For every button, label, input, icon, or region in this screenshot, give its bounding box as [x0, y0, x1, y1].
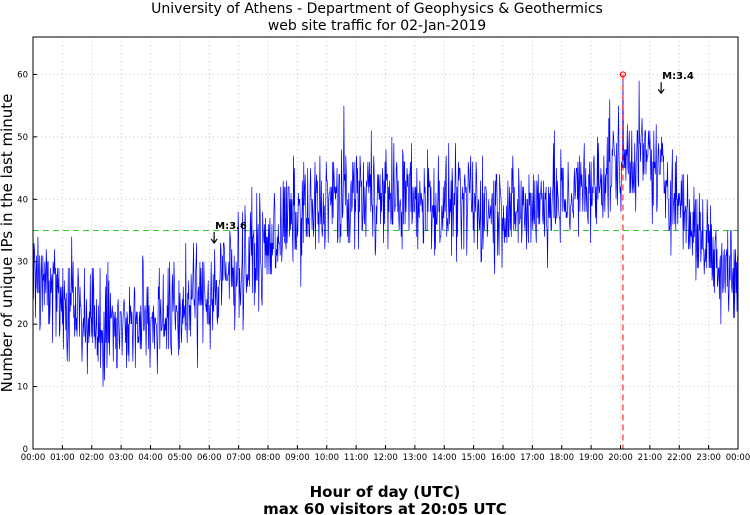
x-tick-label: 13:00: [403, 453, 428, 463]
annotation-label: M:3.4: [662, 71, 694, 82]
x-tick-label: 07:00: [226, 453, 251, 463]
x-tick-label: 04:00: [138, 453, 163, 463]
x-tick-label: 20:00: [608, 453, 633, 463]
x-tick-label: 22:00: [667, 453, 692, 463]
x-tick-label: 15:00: [461, 453, 486, 463]
x-tick-label: 19:00: [579, 453, 604, 463]
traffic-series-line: [32, 74, 739, 387]
x-tick-label: 17:00: [520, 453, 545, 463]
x-tick-label: 10:00: [315, 453, 340, 463]
y-tick-label: 60: [17, 70, 28, 80]
x-axis-label: Hour of day (UTC): [310, 483, 461, 501]
x-tick-label: 06:00: [197, 453, 222, 463]
x-tick-label: 21:00: [638, 453, 663, 463]
x-tick-label: 00:00: [726, 453, 750, 463]
x-tick-label: 16:00: [491, 453, 516, 463]
annotation-arrow-head: [210, 238, 218, 244]
x-tick-label: 01:00: [50, 453, 75, 463]
annotation-arrow-head: [657, 88, 665, 95]
y-tick-label: 20: [17, 320, 28, 330]
y-tick-label: 40: [17, 195, 28, 205]
chart-title-line2: web site traffic for 02-Jan-2019: [268, 18, 486, 34]
grid: [32, 37, 739, 450]
max-point-marker: [619, 71, 627, 78]
x-tick-label: 03:00: [109, 453, 134, 463]
x-tick-label: 12:00: [373, 453, 398, 463]
series-layer: [32, 74, 739, 387]
y-tick-label: 50: [17, 133, 28, 143]
x-tick-label: 08:00: [256, 453, 281, 463]
annotation-label: M:3.6: [215, 221, 247, 232]
y-axis-ticks: 0 10 20 30 40 50 60: [17, 70, 37, 455]
x-tick-label: 00:00: [21, 453, 46, 463]
y-tick-label: 0: [23, 445, 28, 455]
x-tick-label: 18:00: [550, 453, 575, 463]
x-tick-label: 14:00: [432, 453, 457, 463]
y-tick-label: 30: [17, 258, 28, 268]
y-tick-label: 10: [17, 383, 28, 393]
x-tick-label: 02:00: [80, 453, 105, 463]
marker-layer: M:3.6 M:3.4: [210, 71, 694, 449]
chart-subtitle: max 60 visitors at 20:05 UTC: [263, 500, 507, 515]
x-tick-label: 23:00: [696, 453, 721, 463]
x-tick-label: 11:00: [344, 453, 369, 463]
y-axis-label: Number of unique IPs in the last minute: [0, 94, 16, 393]
x-tick-label: 09:00: [285, 453, 310, 463]
x-tick-label: 05:00: [168, 453, 193, 463]
x-axis-ticks: 00:00 01:00 02:00 03:00 04:00 05:00 06:00 07:00…: [21, 445, 750, 463]
chart-title-line1: University of Athens - Department of Geo…: [151, 1, 603, 17]
